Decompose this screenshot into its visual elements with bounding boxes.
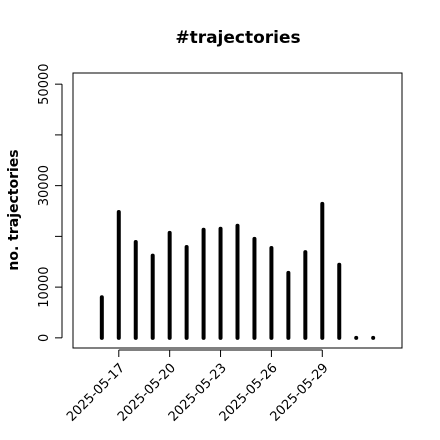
- plot-frame: [72, 72, 403, 349]
- y-axis-label: no. trajectories: [6, 149, 22, 270]
- y-tick-label: 10000: [37, 266, 52, 307]
- y-tick-label: 0: [37, 334, 52, 342]
- y-tick-label: 50000: [37, 63, 52, 104]
- y-tick-label: 30000: [37, 165, 52, 206]
- chart-title: #trajectories: [175, 28, 300, 48]
